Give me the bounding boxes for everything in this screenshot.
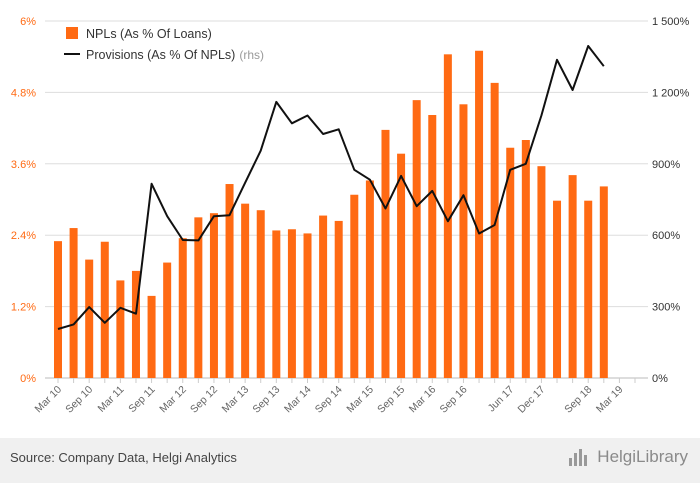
npl-bar — [568, 175, 577, 378]
x-tick-label: Sep 12 — [188, 384, 220, 416]
left-tick-label: 1.2% — [11, 302, 36, 314]
npl-bar — [272, 230, 281, 378]
npl-bar — [412, 100, 421, 378]
npl-bar — [100, 241, 109, 378]
right-tick-label: 900% — [652, 159, 680, 171]
npl-bar — [209, 213, 218, 378]
legend-npl-swatch — [66, 27, 78, 39]
npl-bar — [459, 104, 468, 379]
x-axis: Mar 10 Sep 10 Mar 11 Sep 11 Mar 12 Sep 12 Mar … — [33, 378, 636, 416]
x-tick-label: Mar 13 — [220, 384, 252, 416]
npl-bar — [334, 220, 343, 378]
npl-bar — [475, 50, 484, 378]
npl-bar — [194, 217, 203, 378]
legend-provisions-label: Provisions (As % Of NPLs) (rhs) — [86, 48, 264, 62]
npl-bar — [256, 210, 265, 378]
x-tick-label: Mar 15 — [344, 384, 376, 416]
x-tick-label: Sep 15 — [375, 384, 407, 416]
npl-bar — [69, 228, 78, 378]
npl-bar — [521, 140, 530, 378]
right-axis-ticks: 0% 300% 600% 900% 1 200% 1 500% — [652, 16, 690, 385]
source-note: Source: Company Data, Helgi Analytics — [10, 450, 237, 465]
x-tick-label: Sep 11 — [126, 384, 158, 416]
right-tick-label: 1 500% — [652, 16, 690, 28]
npl-bar — [241, 203, 250, 378]
legend: NPLs (As % Of Loans) Provisions (As % Of… — [64, 27, 264, 62]
npl-bar — [178, 238, 187, 378]
npl-bar — [303, 233, 312, 378]
library-logo-icon — [569, 448, 591, 466]
npl-bar — [428, 115, 437, 378]
left-tick-label: 4.8% — [11, 87, 36, 99]
x-tick-label: Sep 18 — [562, 384, 594, 416]
x-tick-label: Mar 11 — [95, 384, 126, 415]
left-tick-label: 6% — [20, 16, 36, 28]
npl-bar — [319, 215, 328, 378]
x-tick-label: Jun 17 — [486, 384, 517, 415]
npl-bar — [116, 280, 125, 378]
left-tick-label: 2.4% — [11, 230, 36, 242]
npl-bar — [599, 186, 608, 378]
x-tick-label: Sep 16 — [438, 384, 470, 416]
helgi-library-logo[interactable]: HelgiLibrary — [569, 447, 688, 467]
npl-bar — [350, 194, 359, 378]
x-tick-label: Sep 13 — [250, 384, 282, 416]
npl-bar — [584, 200, 593, 378]
npl-bar — [225, 184, 234, 378]
provisions-line — [57, 45, 605, 330]
x-tick-label: Sep 14 — [313, 384, 345, 416]
legend-provisions-rhs: (rhs) — [239, 48, 264, 62]
legend-npl-label: NPLs (As % Of Loans) — [86, 27, 212, 41]
chart-area: 0% 1.2% 2.4% 3.6% 4.8% 6% 0% 300% 600% 900% 1 200… — [11, 16, 690, 416]
npl-bar — [54, 241, 62, 378]
x-tick-label: Mar 12 — [157, 384, 189, 416]
npl-bar — [506, 147, 515, 378]
x-tick-label: Mar 10 — [33, 384, 65, 416]
npl-bar — [287, 229, 296, 378]
right-tick-label: 1 200% — [652, 87, 690, 99]
x-tick-label: Dec 17 — [516, 384, 548, 416]
npl-bar — [131, 270, 140, 378]
x-tick-label: Sep 10 — [63, 384, 95, 416]
npl-bar — [537, 166, 546, 378]
npl-bar — [381, 129, 390, 378]
right-tick-label: 0% — [652, 373, 668, 385]
x-tick-label: Mar 19 — [594, 384, 626, 416]
legend-provisions-name: Provisions (As % Of NPLs) — [86, 48, 235, 62]
left-tick-label: 0% — [20, 373, 36, 385]
npl-bar — [163, 262, 172, 378]
right-tick-label: 300% — [652, 302, 680, 314]
npl-bar — [365, 180, 374, 378]
npl-bars — [54, 50, 608, 379]
right-tick-label: 600% — [652, 230, 680, 242]
x-tick-label: Mar 14 — [282, 384, 314, 416]
npl-bar — [490, 82, 499, 378]
npl-bar — [147, 295, 156, 378]
footer: Source: Company Data, Helgi Analytics He… — [0, 438, 700, 483]
x-tick-label: Mar 16 — [407, 384, 439, 416]
npl-bar — [553, 200, 562, 378]
npl-bar — [443, 54, 452, 378]
npl-bar — [85, 259, 94, 378]
left-tick-label: 3.6% — [11, 159, 36, 171]
npl-bar — [397, 153, 406, 378]
logo-text: HelgiLibrary — [597, 447, 688, 466]
left-axis-ticks: 0% 1.2% 2.4% 3.6% 4.8% 6% — [11, 16, 36, 385]
